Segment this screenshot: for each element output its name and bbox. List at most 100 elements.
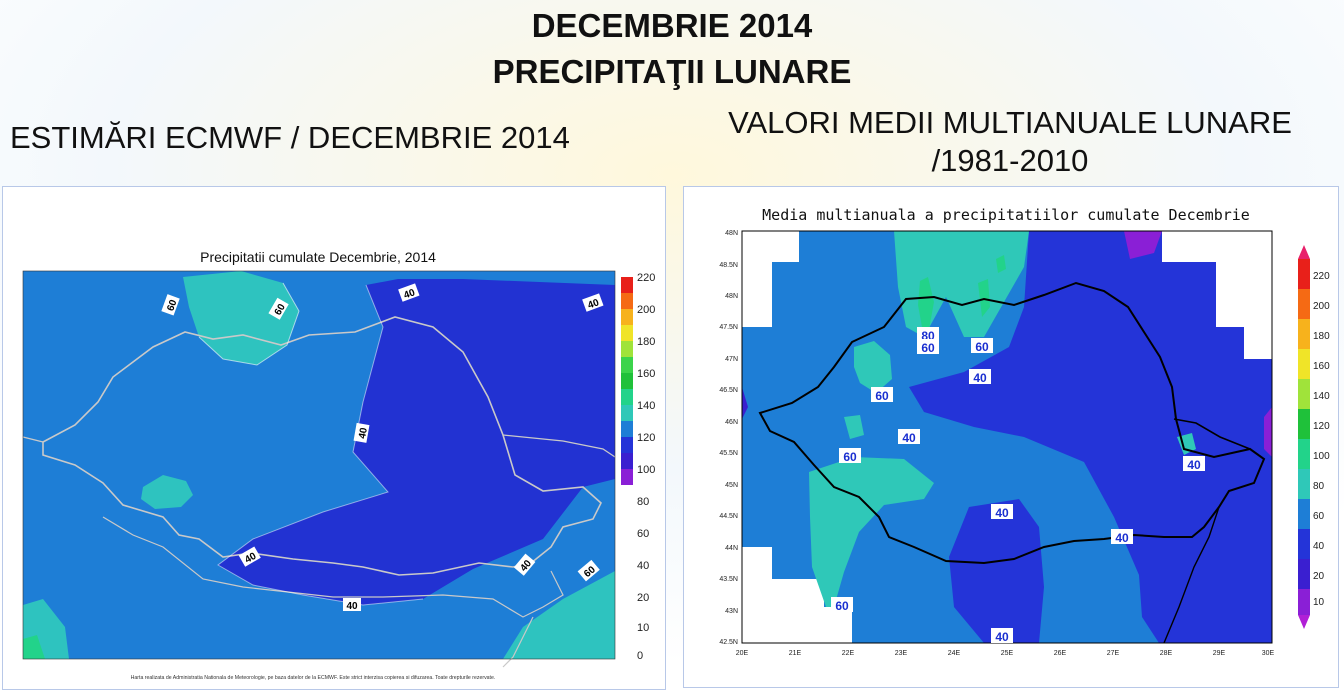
contour-label: 40 — [902, 431, 916, 445]
right-colorbar — [1298, 245, 1310, 629]
left-map-title: Precipitatii cumulate Decembrie, 2014 — [200, 249, 436, 265]
colorbar-swatch — [1298, 589, 1310, 615]
left-panel-subtitle: ESTIMĂRI ECMWF / DECEMBRIE 2014 — [10, 120, 570, 155]
colorbar-swatch — [1298, 349, 1310, 379]
contour-label: 40 — [973, 371, 987, 385]
colorbar-label: 220 — [637, 272, 655, 284]
lon-label: 24E — [948, 650, 961, 657]
colorbar-swatch — [621, 325, 633, 341]
west-border-segment — [22, 436, 44, 443]
left-colorbar-labels: 220 200 180 160 140 120 100 80 60 40 20 … — [637, 272, 655, 662]
ecmwf-map-panel: Precipitatii cumulate Decembrie, 2014 — [2, 186, 666, 690]
colorbar-swatch — [621, 389, 633, 405]
romania-border — [42, 316, 602, 576]
colorbar-swatch — [1298, 319, 1310, 349]
left-contour-labels: 60 60 40 40 40 40 40 40 60 — [161, 283, 604, 612]
colorbar-swatch — [1298, 289, 1310, 319]
lon-label: 22E — [842, 650, 855, 657]
colorbar-label: 120 — [637, 432, 655, 444]
colorbar-swatch — [1298, 259, 1310, 289]
colorbar-label: 180 — [1313, 331, 1330, 342]
field-80-100-c — [996, 255, 1006, 273]
contour-60-north — [198, 282, 300, 366]
lat-label: 45.5N — [719, 450, 738, 457]
colorbar-swatch — [621, 421, 633, 437]
colorbar-swatch — [1298, 529, 1310, 559]
climatology-map: Media multianuala a precipitatiilor cumu… — [719, 206, 1330, 657]
colorbar-swatch — [621, 437, 633, 453]
colorbar-swatch — [621, 309, 633, 325]
lat-label: 44.5N — [719, 513, 738, 520]
romania-border — [758, 281, 1266, 565]
lon-label: 23E — [895, 650, 908, 657]
lon-label: 28E — [1160, 650, 1173, 657]
colorbar-swatch — [621, 453, 633, 469]
contour-label: 40 — [357, 426, 370, 439]
colorbar-swatch — [1298, 499, 1310, 529]
colorbar-swatch — [621, 373, 633, 389]
lon-label: 29E — [1213, 650, 1226, 657]
lon-label: 26E — [1054, 650, 1067, 657]
contour-40 — [217, 284, 424, 606]
field-10-20-ne — [1124, 231, 1162, 259]
right-subtitle-line1: VALORI MEDII MULTIANUALE LUNARE — [728, 105, 1292, 140]
lat-label: 42.5N — [719, 639, 738, 646]
field-20-40-east — [909, 231, 1272, 643]
field-20-40-south — [949, 499, 1044, 643]
lat-label: 46N — [725, 419, 738, 426]
contour-label: 60 — [843, 450, 857, 464]
colorbar-swatch — [621, 405, 633, 421]
lon-label: 30E — [1262, 650, 1275, 657]
neighbor-borders — [102, 516, 564, 618]
colorbar-label: 200 — [637, 304, 655, 316]
coast-line — [502, 616, 534, 668]
right-colorbar-labels: 220 200 180 160 140 120 100 80 60 40 20 … — [1313, 271, 1330, 608]
lat-axis-labels: 48N 48.5N 48N 47.5N 47N 46.5N 46N 45.5N … — [719, 230, 738, 646]
right-map-title: Media multianuala a precipitatiilor cumu… — [762, 206, 1250, 224]
ecmwf-map: Precipitatii cumulate Decembrie, 2014 — [22, 249, 655, 681]
colorbar-label: 100 — [637, 464, 655, 476]
contour-label: 60 — [975, 340, 989, 354]
colorbar-swatch — [621, 357, 633, 373]
contour-label: 60 — [273, 302, 288, 318]
colorbar-bottom-arrow — [1298, 615, 1310, 629]
lat-label: 47.5N — [719, 324, 738, 331]
right-map-field — [741, 230, 1273, 644]
colorbar-swatch — [621, 277, 633, 293]
page-title: DECEMBRIE 2014 — [531, 7, 813, 44]
colorbar-label: 100 — [1313, 451, 1330, 462]
lat-label: 48N — [725, 230, 738, 237]
lat-label: 46.5N — [719, 387, 738, 394]
lon-label: 25E — [1001, 650, 1014, 657]
colorbar-swatch — [1298, 559, 1310, 589]
colorbar-label: 200 — [1313, 301, 1330, 312]
lon-label: 27E — [1107, 650, 1120, 657]
colorbar-swatch — [1298, 439, 1310, 469]
colorbar-label: 160 — [637, 368, 655, 380]
contour-label: 40 — [346, 601, 358, 612]
right-subtitle-line2: /1981-2010 — [931, 143, 1089, 178]
right-panel-subtitle: VALORI MEDII MULTIANUALE LUNARE /1981-20… — [700, 104, 1320, 180]
missing-data-ne — [1162, 231, 1272, 359]
lat-label: 47N — [725, 356, 738, 363]
field-60-80-west — [141, 475, 193, 509]
lon-axis-labels: 20E 21E 22E 23E 24E 25E 26E 27E 28E 29E … — [736, 650, 1275, 657]
colorbar-swatch — [621, 293, 633, 309]
left-map-field — [22, 270, 616, 668]
colorbar-label: 80 — [637, 496, 649, 508]
contour-label: 40 — [586, 297, 601, 311]
climatology-map-panel: Media multianuala a precipitatiilor cumu… — [683, 186, 1339, 688]
colorbar-swatch — [1298, 409, 1310, 439]
contour-label: 60 — [835, 599, 849, 613]
colorbar-label: 60 — [1313, 511, 1325, 522]
contour-label: 40 — [1187, 458, 1201, 472]
colorbar-label: 20 — [637, 592, 649, 604]
missing-data-nw — [742, 231, 799, 327]
field-20-40-west-edge — [742, 387, 748, 419]
colorbar-label: 40 — [1313, 541, 1325, 552]
contour-label: 60 — [921, 341, 935, 355]
colorbar-label: 160 — [1313, 361, 1330, 372]
colorbar-label: 220 — [1313, 271, 1330, 282]
missing-data-sw — [742, 547, 852, 643]
contour-label: 40 — [243, 551, 259, 566]
